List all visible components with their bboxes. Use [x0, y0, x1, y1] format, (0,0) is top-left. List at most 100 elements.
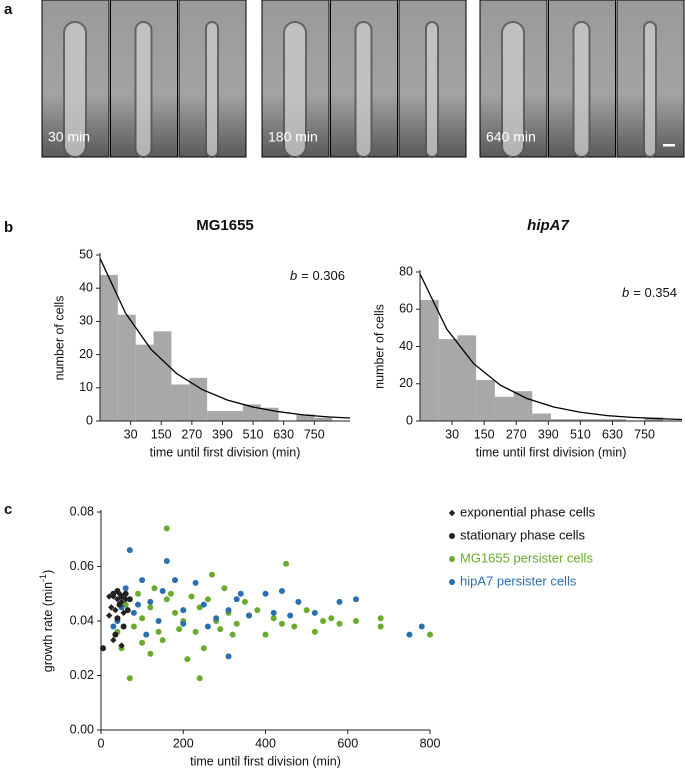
- x-tick-label: 630: [273, 427, 294, 441]
- data-point: [418, 623, 425, 630]
- data-point: [110, 623, 117, 630]
- y-tick-label: 0.02: [70, 668, 94, 682]
- fit-curve: [99, 258, 351, 419]
- histogram-bar: [100, 274, 118, 421]
- data-point: [311, 609, 318, 616]
- data-point: [237, 590, 244, 597]
- histogram-bar: [513, 391, 533, 421]
- annotation: b = 0.306: [290, 268, 345, 283]
- data-point: [122, 585, 129, 592]
- data-point: [120, 623, 127, 630]
- data-point: [139, 615, 146, 622]
- data-point: [114, 615, 121, 622]
- data-point: [147, 598, 154, 605]
- x-tick-label: 510: [243, 427, 264, 441]
- data-point: [270, 615, 277, 622]
- histogram-bar: [551, 419, 570, 421]
- data-point: [106, 593, 113, 600]
- chart-title: hipA7: [527, 217, 569, 234]
- data-point: [167, 590, 174, 597]
- data-point: [188, 593, 195, 600]
- histogram-bar: [420, 299, 439, 421]
- data-point: [100, 645, 107, 652]
- data-point: [163, 596, 170, 603]
- y-axis-label: growth rate (min-1): [38, 570, 55, 673]
- data-point: [233, 596, 240, 603]
- data-point: [110, 593, 117, 600]
- data-point: [126, 547, 133, 554]
- data-point: [122, 596, 129, 603]
- data-point: [192, 628, 199, 635]
- histogram-bar: [438, 339, 458, 421]
- panel-label: c: [4, 501, 12, 518]
- y-axis-label-part: growth rate (min: [41, 582, 55, 672]
- x-tick-label: 750: [634, 427, 655, 441]
- data-point: [427, 631, 433, 638]
- data-point: [209, 571, 216, 578]
- y-tick-label: 40: [399, 339, 413, 353]
- data-point: [254, 607, 261, 614]
- data-point: [159, 588, 166, 595]
- y-tick-label: 20: [399, 376, 413, 390]
- x-tick-label: 270: [181, 427, 202, 441]
- legend-marker: [449, 579, 455, 585]
- legend-marker: [448, 509, 456, 517]
- histogram-bar: [242, 404, 261, 421]
- data-point: [311, 628, 318, 635]
- image-label: 180 min: [268, 129, 318, 145]
- data-point: [108, 604, 115, 611]
- cell: [205, 21, 219, 158]
- data-point: [204, 596, 211, 603]
- data-point: [116, 590, 123, 597]
- data-point: [233, 620, 240, 627]
- y-tick-label: 0: [86, 413, 93, 427]
- legend-marker: [449, 556, 455, 562]
- data-point: [336, 620, 343, 627]
- data-point: [143, 631, 150, 638]
- data-point: [139, 639, 146, 646]
- x-tick-label: 0: [98, 736, 105, 750]
- data-point: [295, 598, 302, 605]
- histogram-bar: [225, 411, 243, 421]
- histogram-bar: [189, 377, 208, 421]
- data-point: [213, 615, 220, 622]
- data-point: [163, 525, 170, 532]
- data-point: [124, 607, 131, 614]
- data-point: [262, 631, 269, 638]
- data-point: [180, 607, 187, 614]
- histogram-bar: [457, 335, 477, 421]
- histogram-bar: [644, 417, 664, 421]
- panel-label: b: [4, 219, 13, 236]
- cell: [283, 21, 307, 158]
- data-point: [377, 615, 384, 622]
- histogram-bar: [494, 396, 514, 421]
- x-tick-label: 400: [255, 736, 276, 750]
- y-tick-label: 30: [79, 314, 93, 328]
- data-point: [278, 620, 285, 627]
- x-tick-label: 150: [474, 427, 495, 441]
- data-point: [130, 623, 137, 630]
- y-tick-label: 20: [79, 347, 93, 361]
- annotation-symbol: b: [290, 268, 297, 283]
- histogram-bar: [207, 411, 225, 421]
- x-tick-label: 600: [337, 736, 358, 750]
- x-tick-label: 800: [420, 736, 441, 750]
- data-point: [180, 620, 187, 627]
- data-point: [176, 626, 183, 633]
- data-point: [118, 598, 125, 606]
- legend-label: stationary phase cells: [460, 527, 586, 542]
- data-point: [114, 596, 121, 603]
- data-point: [225, 607, 232, 614]
- cell: [572, 21, 591, 158]
- data-point: [320, 618, 327, 624]
- x-axis-label: time until first division (min): [190, 754, 341, 768]
- y-tick-label: 10: [79, 380, 93, 394]
- cell: [63, 21, 87, 158]
- y-axis-label-part: -1: [38, 574, 48, 582]
- data-point: [291, 623, 298, 630]
- data-point: [163, 558, 170, 565]
- x-tick-label: 270: [506, 427, 527, 441]
- data-point: [283, 560, 290, 567]
- fit-curve: [419, 273, 683, 421]
- histogram-bar: [532, 413, 551, 421]
